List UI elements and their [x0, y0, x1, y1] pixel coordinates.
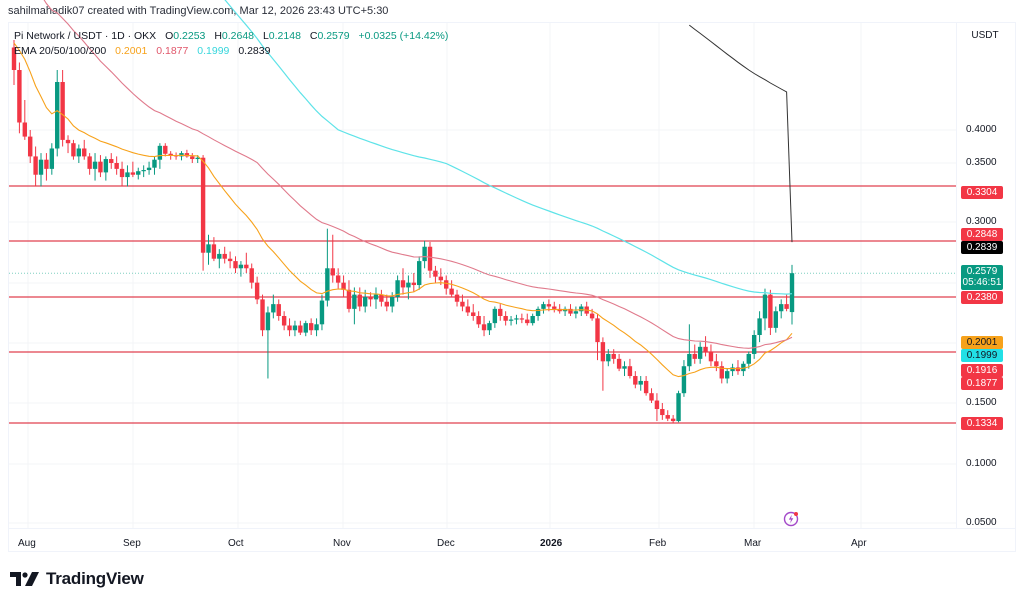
ema-legend[interactable]: EMA 20/50/100/200 0.2001 0.1877 0.1999 0… — [14, 45, 276, 57]
ema50-line[interactable] — [14, 0, 793, 349]
ema200-value: 0.2839 — [238, 45, 271, 57]
time-axis-label: Nov — [333, 538, 351, 549]
chart-credit: sahilmahadik07 created with TradingView.… — [8, 5, 389, 17]
price-tag-support-0.2380: 0.2380 — [961, 291, 1003, 304]
symbol-title[interactable]: Pi Network / USDT · 1D · OKX — [14, 30, 157, 42]
bar-countdown: 05:46:51 — [962, 277, 1002, 288]
ohlc-close: C0.2579 — [309, 30, 350, 42]
ema100-line[interactable] — [14, 0, 793, 295]
ohlc-open: O0.2253 — [165, 30, 206, 42]
tradingview-logo[interactable]: TradingView — [10, 569, 144, 589]
price-axis-label: 0.4000 — [966, 124, 997, 135]
price-tag-ema200-tag: 0.2839 — [961, 241, 1003, 254]
price-tag-ema100-tag: 0.1999 — [961, 349, 1003, 362]
price-axis-label: 0.1000 — [966, 458, 997, 469]
last-price-value: 0.2579 — [966, 266, 998, 277]
tradingview-brand: TradingView — [46, 569, 144, 588]
currency-label[interactable]: USDT — [971, 30, 999, 41]
price-tag-ema50-tag: 0.1877 — [961, 377, 1003, 390]
ema-indicator-title[interactable]: EMA 20/50/100/200 — [14, 45, 107, 57]
chart-frame — [8, 22, 1016, 552]
price-tag-support-0.1334: 0.1334 — [961, 417, 1003, 430]
ema200-line[interactable] — [688, 24, 793, 243]
time-axis-label: Feb — [649, 538, 667, 549]
tradingview-logo-icon — [10, 572, 39, 586]
price-axis-label: 0.0500 — [966, 517, 997, 528]
time-axis-label: 2026 — [540, 538, 563, 549]
time-axis-label: Aug — [18, 538, 36, 549]
time-axis-label: Dec — [437, 538, 455, 549]
time-axis-label: Apr — [851, 538, 867, 549]
price-scale-divider — [956, 23, 957, 528]
time-scale-divider — [9, 528, 1015, 529]
ema20-line[interactable] — [13, 42, 793, 378]
price-axis-label: 0.3500 — [966, 157, 997, 168]
ohlc-high: H0.2648 — [214, 30, 255, 42]
price-change: +0.0325 (+14.42%) — [358, 30, 449, 42]
price-axis-label: 0.3000 — [966, 216, 997, 227]
ema100-value: 0.1999 — [197, 45, 230, 57]
gridlines — [9, 23, 956, 528]
ema20-value: 0.2001 — [115, 45, 148, 57]
price-tag-resistance-0.2848: 0.2848 — [961, 228, 1003, 241]
horizontal-levels[interactable] — [9, 185, 956, 424]
price-tag-resistance-0.3304: 0.3304 — [961, 186, 1003, 199]
lightning-alert-icon[interactable] — [783, 511, 799, 527]
candles[interactable] — [11, 40, 795, 424]
last-price-tag: 0.2579 05:46:51 — [961, 265, 1003, 290]
time-axis-label: Oct — [228, 538, 244, 549]
price-tag-ema20-tag: 0.2001 — [961, 336, 1003, 349]
ohlc-low: L0.2148 — [262, 30, 301, 42]
time-axis-label: Mar — [744, 538, 762, 549]
time-axis-label: Sep — [123, 538, 141, 549]
symbol-legend[interactable]: Pi Network / USDT · 1D · OKX O0.2253 H0.… — [14, 30, 454, 42]
ema50-value: 0.1877 — [156, 45, 189, 57]
price-tag-support-0.1916: 0.1916 — [961, 364, 1003, 377]
price-axis-label: 0.1500 — [966, 397, 997, 408]
